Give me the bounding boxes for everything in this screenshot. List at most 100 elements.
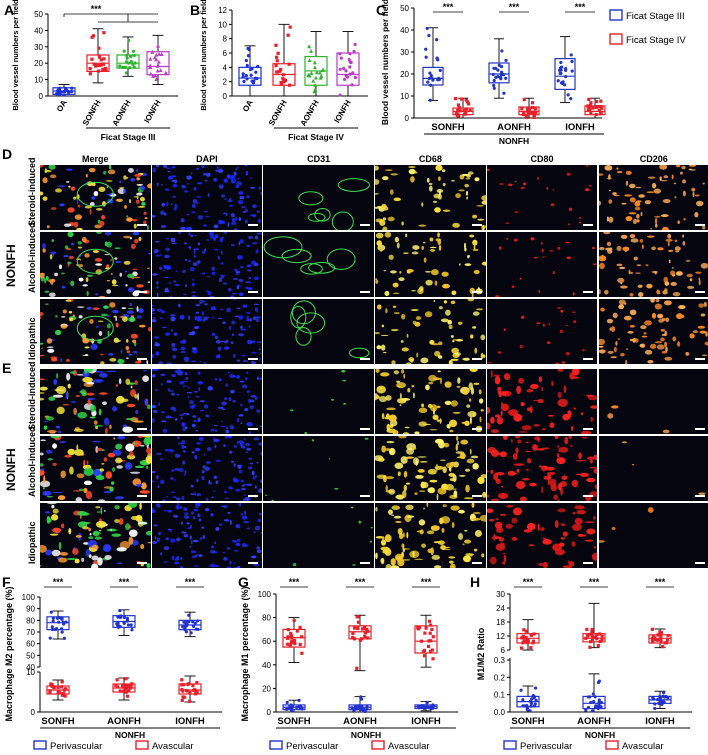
cell-blob (487, 471, 489, 473)
cell-blob (381, 445, 386, 452)
cell-blob (225, 383, 228, 387)
cell-blob (386, 476, 394, 479)
cell-blob (424, 257, 427, 262)
cell-blob (335, 488, 339, 490)
cell-blob (502, 561, 505, 564)
micrograph-e-cd206 (599, 369, 708, 434)
vessel-outline (328, 249, 356, 269)
cell-blob (162, 327, 167, 328)
cell-blob (442, 528, 445, 533)
cell-blob (92, 545, 99, 550)
chart-c-box-ionfh-stage4-point (600, 112, 603, 115)
chart-b-box-ionfh (337, 32, 359, 97)
cell-blob (468, 299, 474, 301)
micrograph-e-cd31 (263, 503, 374, 568)
cell-blob (110, 259, 112, 261)
micrograph-d-cd31 (263, 165, 374, 230)
chart-f-y-tick-label: 100 (22, 593, 36, 602)
cell-blob (431, 269, 439, 275)
cell-blob (427, 178, 430, 183)
chart-c-box-ionfh-stage4-point (599, 100, 602, 103)
chart-f-box-ionfh-avascular-point (181, 699, 184, 702)
cell-blob (557, 247, 560, 250)
cell-blob (561, 361, 564, 363)
micrograph-texture (487, 232, 598, 297)
cell-blob (674, 196, 676, 198)
micrograph-e-cd68 (375, 369, 486, 434)
cell-blob (210, 550, 216, 554)
micrograph-texture (599, 369, 708, 434)
micrograph-texture (487, 436, 598, 501)
chart-b-box-oa-point (254, 71, 257, 74)
cell-blob (131, 516, 139, 520)
cell-blob (210, 306, 215, 310)
cell-blob (469, 234, 474, 237)
cell-blob (119, 378, 122, 384)
cell-blob (351, 507, 354, 509)
cell-blob (214, 225, 218, 229)
cell-blob (185, 377, 187, 380)
cell-blob (140, 445, 144, 447)
cell-blob (502, 553, 505, 554)
cell-blob (40, 480, 50, 487)
cell-blob (643, 332, 646, 334)
cell-blob (101, 507, 103, 514)
cell-blob (180, 347, 185, 351)
cell-blob (596, 304, 597, 306)
cell-blob (237, 465, 241, 469)
cell-blob (200, 410, 205, 412)
chart-h-box-ionfh-avascular-point (666, 638, 669, 641)
cell-blob (686, 274, 692, 278)
cell-blob (233, 172, 236, 176)
chart-c-box-sonfh-stage3-point (426, 80, 429, 83)
cell-blob (204, 467, 209, 471)
cell-blob (258, 348, 260, 350)
cell-blob (128, 168, 134, 173)
cell-blob (134, 239, 138, 244)
cell-blob (233, 445, 236, 448)
cell-blob (73, 408, 77, 415)
cell-blob (623, 316, 631, 321)
cell-blob (382, 176, 389, 180)
cell-blob (196, 202, 198, 204)
micrograph-texture (375, 165, 486, 230)
cell-blob (221, 276, 224, 279)
cell-blob (240, 480, 243, 483)
cell-blob (96, 326, 99, 328)
chart-h-significance: *** (589, 577, 600, 587)
cell-blob (430, 247, 437, 248)
cell-blob (236, 375, 240, 379)
cell-blob (248, 325, 250, 328)
chart-a-group-label: Ficat Stage III (101, 132, 156, 142)
cell-blob (134, 174, 141, 177)
chart-f-box-sonfh-perivascular-point (49, 637, 52, 640)
cell-blob (243, 521, 249, 524)
chart-h-y-tick-label: 0.2 (494, 673, 506, 682)
cell-blob (96, 475, 105, 480)
cell-blob (255, 307, 258, 311)
cell-blob (202, 311, 204, 316)
chart-c-y-tick-label: 30 (400, 48, 409, 57)
cell-blob (523, 529, 531, 532)
cell-blob (451, 505, 460, 510)
cell-blob (417, 530, 423, 532)
cell-blob (640, 212, 642, 216)
chart-b-box-sonfh (273, 24, 295, 96)
cell-blob (445, 381, 452, 387)
cell-blob (251, 555, 256, 558)
cell-blob (312, 439, 314, 441)
chart-a-y-label: Blood vessel numbers per field (11, 0, 20, 111)
chart-g-significance: *** (355, 577, 366, 587)
cell-blob (411, 290, 416, 291)
chart-h-legend-swatch (606, 741, 618, 749)
cell-blob (56, 373, 58, 379)
cell-blob (104, 555, 111, 560)
cell-blob (378, 457, 385, 461)
cell-blob (561, 523, 565, 526)
scale-bar (695, 358, 705, 360)
chart-c-box-aonfh-stage3-point (500, 49, 503, 52)
chart-g-box-ionfh-avascular-point (431, 648, 434, 651)
chart-f-box-ionfh-perivascular-point (187, 614, 190, 617)
cell-blob (229, 451, 233, 454)
cell-blob (429, 480, 437, 483)
